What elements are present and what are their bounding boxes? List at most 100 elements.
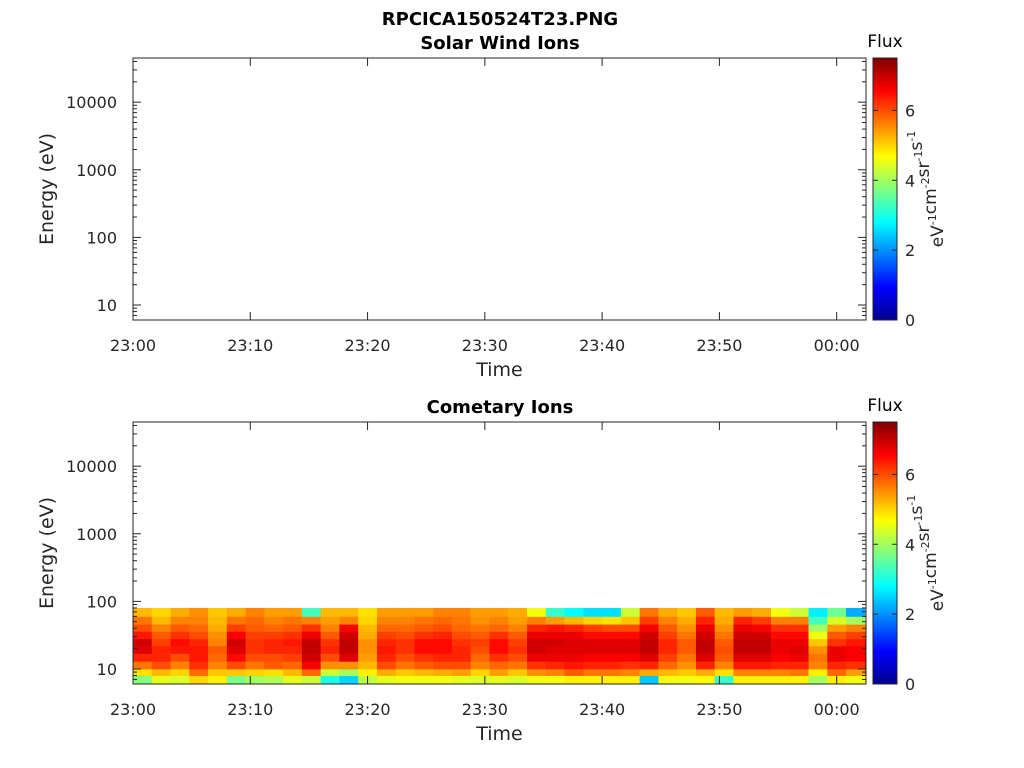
heatmap-cell	[470, 675, 490, 685]
heatmap-cell	[771, 607, 791, 617]
heatmap-cell	[639, 645, 659, 654]
colorbar-label: eV-1cm-2sr-1s-1	[905, 131, 948, 248]
x-tick-label: 23:10	[227, 700, 273, 719]
heatmap-cell	[226, 661, 246, 670]
heatmap-cell	[264, 638, 284, 647]
heatmap-cell	[658, 653, 678, 662]
heatmap-cell	[189, 616, 209, 625]
heatmap-cell	[358, 638, 378, 647]
heatmap-cell	[264, 661, 284, 670]
heatmap-cell	[395, 638, 415, 647]
x-tick-label: 23:40	[579, 700, 625, 719]
heatmap-cell	[414, 675, 434, 685]
heatmap-cell	[226, 631, 246, 640]
heatmap-cell	[846, 624, 866, 632]
heatmap-cell	[620, 669, 641, 676]
heatmap-cell	[452, 638, 472, 647]
heatmap-cell	[789, 645, 809, 654]
heatmap-cell	[602, 616, 622, 625]
heatmap-cell	[151, 669, 171, 676]
heatmap-cell	[695, 631, 716, 640]
heatmap-cell	[245, 607, 265, 617]
colorbar	[872, 57, 898, 321]
heatmap-cell	[545, 607, 565, 617]
heatmap-cell	[733, 645, 753, 654]
colorbar-label: eV-1cm-2sr-1s-1	[905, 495, 948, 612]
heatmap-cell	[283, 653, 303, 662]
heatmap-cell	[808, 675, 828, 685]
heatmap-cell	[395, 616, 415, 625]
heatmap-cell	[508, 653, 528, 662]
heatmap-cell	[320, 616, 340, 625]
heatmap-cell	[301, 645, 322, 654]
heatmap-cell	[695, 675, 716, 685]
heatmap-cell	[789, 653, 809, 662]
heatmap-cell	[226, 653, 246, 662]
heatmap-cell	[301, 653, 322, 662]
heatmap-cell	[395, 624, 415, 632]
heatmap-cell	[151, 645, 171, 654]
y-tick-label: 1000	[76, 161, 117, 180]
heatmap-cell	[583, 616, 603, 625]
heatmap-cell	[752, 607, 772, 617]
heatmap-cell	[301, 661, 322, 670]
heatmap-cell	[677, 638, 697, 647]
heatmap-cell	[846, 653, 866, 662]
heatmap-cell	[583, 638, 603, 647]
heatmap-cell	[208, 675, 228, 685]
heatmap-cell	[358, 645, 378, 654]
heatmap-cell	[695, 661, 716, 670]
heatmap-cell	[320, 645, 340, 654]
heatmap-cell	[489, 645, 509, 654]
heatmap-cell	[151, 661, 171, 670]
heatmap-cell	[283, 675, 303, 685]
heatmap-cell	[808, 645, 828, 654]
heatmap-cell	[733, 675, 753, 685]
heatmap-cell	[771, 675, 791, 685]
y-tick-label: 100	[86, 592, 117, 611]
heatmap-cell	[301, 624, 322, 632]
heatmap-cell	[695, 653, 716, 662]
heatmap-cell	[414, 661, 434, 670]
y-axis-label: Energy (eV)	[36, 133, 58, 245]
x-tick-label: 23:00	[110, 700, 156, 719]
heatmap-cell	[151, 653, 171, 662]
heatmap-cell	[433, 669, 453, 676]
heatmap-cell	[151, 607, 171, 617]
heatmap-cell	[808, 653, 828, 662]
heatmap-cell	[771, 645, 791, 654]
heatmap-cell	[639, 631, 659, 640]
heatmap-cell	[376, 631, 397, 640]
heatmap-cell	[564, 675, 584, 685]
heatmap-cell	[508, 624, 528, 632]
heatmap-cell	[208, 653, 228, 662]
heatmap-cell	[564, 653, 584, 662]
heatmap-cell	[752, 653, 772, 662]
heatmap-cell	[564, 607, 584, 617]
heatmap-cell	[339, 661, 359, 670]
heatmap-cell	[808, 616, 828, 625]
heatmap-cell	[283, 638, 303, 647]
heatmap-cell	[620, 661, 641, 670]
heatmap-cell	[133, 653, 153, 662]
heatmap-cell	[677, 607, 697, 617]
heatmap-cell	[452, 624, 472, 632]
heatmap-cell	[733, 624, 753, 632]
heatmap-cell	[170, 669, 190, 676]
heatmap-cell	[846, 675, 866, 685]
heatmap-cell	[189, 607, 209, 617]
heatmap-cell	[208, 661, 228, 670]
y-axis-label: Energy (eV)	[36, 497, 58, 609]
heatmap-cell	[283, 607, 303, 617]
heatmap-cell	[376, 624, 397, 632]
heatmap-cell	[714, 607, 734, 617]
heatmap-cell	[283, 669, 303, 676]
heatmap-cell	[527, 624, 547, 632]
heatmap-cell	[583, 669, 603, 676]
heatmap-cell	[358, 669, 378, 676]
x-axis-label: Time	[475, 359, 523, 381]
axes-frame	[132, 421, 867, 685]
heatmap-cell	[789, 661, 809, 670]
heatmap-cell	[620, 653, 641, 662]
heatmap-cell	[752, 669, 772, 676]
